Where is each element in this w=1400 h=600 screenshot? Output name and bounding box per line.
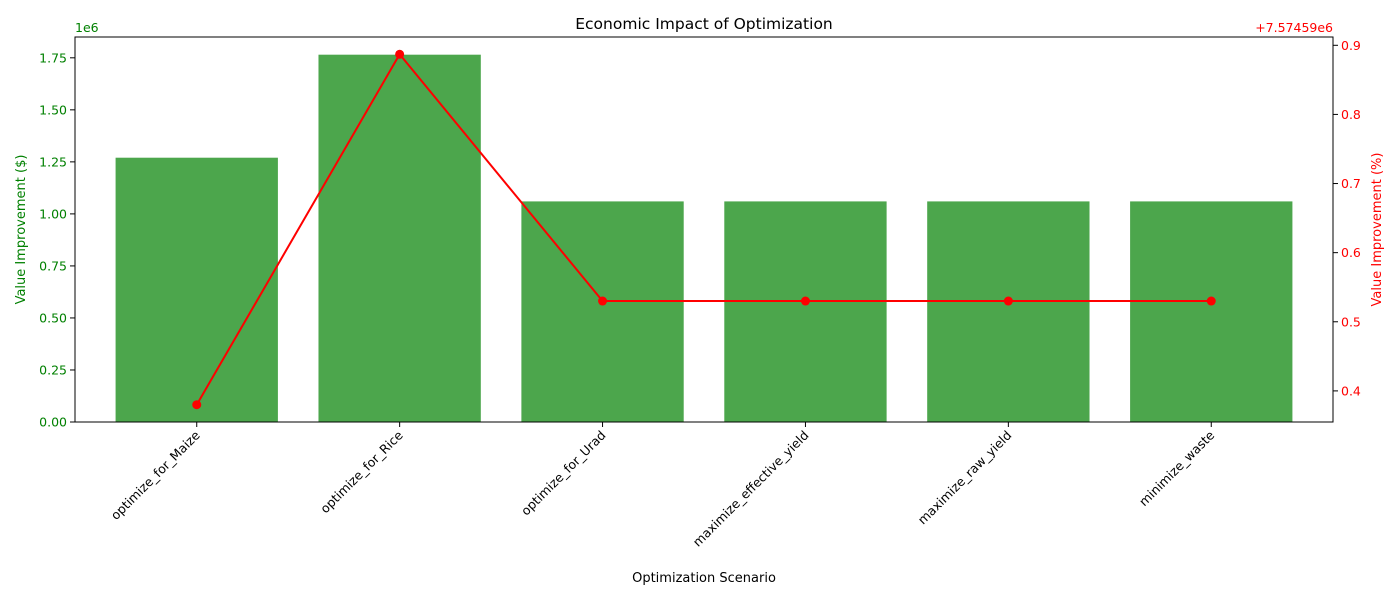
bar-optimize_for_Rice [318, 54, 481, 423]
line-point-optimize_for_Urad [598, 296, 608, 306]
bar-maximize_effective_yield [724, 201, 887, 422]
line-point-maximize_raw_yield [1003, 296, 1013, 306]
right-tick-label: 0.4 [1341, 383, 1361, 398]
bar-minimize_waste [1130, 201, 1293, 422]
line-point-minimize_waste [1206, 296, 1216, 306]
line-point-optimize_for_Rice [395, 49, 405, 59]
left-tick-label: 0.25 [39, 362, 67, 377]
line-series [195, 52, 1212, 406]
left-tick-label: 0.00 [39, 415, 67, 430]
left-tick-label: 1.00 [39, 206, 67, 221]
chart-title: Economic Impact of Optimization [575, 15, 833, 33]
right-tick-label: 0.6 [1341, 245, 1361, 260]
line-series-group [192, 49, 1216, 410]
x-axis-label: Optimization Scenario [632, 571, 776, 586]
x-tick-label: optimize_for_Rice [317, 427, 406, 516]
bar-group [115, 54, 1293, 423]
left-tick-label: 0.75 [39, 258, 67, 273]
left-tick-label: 0.50 [39, 310, 67, 325]
line-point-optimize_for_Maize [192, 400, 202, 410]
right-axis: 0.4 0.5 0.6 0.7 0.8 0.9 [1333, 38, 1361, 398]
right-tick-label: 0.5 [1341, 314, 1361, 329]
x-tick-label: maximize_effective_yield [690, 428, 812, 550]
left-tick-label: 1.75 [39, 50, 67, 65]
left-axis: 0.00 0.25 0.50 0.75 1.00 1.25 1.50 1.75 [39, 50, 75, 430]
right-axis-offset-label: +7.57459e6 [1255, 20, 1333, 35]
bar-optimize_for_Urad [521, 201, 684, 422]
x-tick-label: minimize_waste [1136, 427, 1218, 509]
line-point-maximize_effective_yield [800, 296, 810, 306]
left-tick-label: 1.25 [39, 154, 67, 169]
left-axis-label: Value Improvement ($) [14, 155, 29, 305]
bar-optimize_for_Maize [115, 157, 278, 422]
left-tick-label: 1.50 [39, 102, 67, 117]
bar-maximize_raw_yield [927, 201, 1090, 422]
right-tick-label: 0.7 [1341, 176, 1361, 191]
right-tick-label: 0.9 [1341, 38, 1361, 53]
plot-frame [74, 36, 1334, 423]
x-tick-label: optimize_for_Maize [108, 427, 203, 522]
x-axis: optimize_for_Maize optimize_for_Rice optim… [108, 422, 1218, 549]
x-tick-label: optimize_for_Urad [518, 428, 609, 519]
right-tick-label: 0.8 [1341, 107, 1361, 122]
left-axis-scale-label: 1e6 [75, 20, 99, 35]
right-axis-label: Value Improvement (%) [1370, 153, 1385, 307]
x-tick-label: maximize_raw_yield [915, 428, 1015, 528]
